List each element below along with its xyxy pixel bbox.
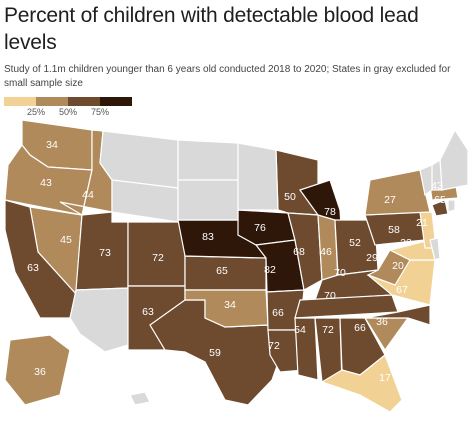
state-label-oh: 52 <box>349 237 361 249</box>
state-label-tn: 70 <box>324 290 336 302</box>
state-de <box>429 237 441 261</box>
state-ia <box>237 209 296 246</box>
state-label-il: 68 <box>293 246 305 258</box>
legend-tick-25: 25% <box>26 107 46 117</box>
state-label-co: 72 <box>152 252 164 264</box>
state-label-in: 46 <box>320 246 332 258</box>
state-label-ma: 43 <box>431 180 443 192</box>
state-label-id: 44 <box>82 189 94 201</box>
state-nd <box>177 139 239 181</box>
state-label-ga: 66 <box>354 322 366 334</box>
state-hi <box>129 391 151 406</box>
subtitle: Study of 1.1m children younger than 6 ye… <box>4 64 451 89</box>
state-label-wi: 50 <box>284 191 296 203</box>
state-ak <box>4 334 71 406</box>
state-label-ak: 36 <box>34 366 46 378</box>
state-fl <box>320 354 403 413</box>
us-map: 34 43 44 45 63 73 72 63 59 65 83 34 76 82 66 72 50 68 78 46… <box>4 119 469 413</box>
state-label-ar: 66 <box>272 307 284 319</box>
legend-tick-75: 75% <box>90 107 110 117</box>
state-ct <box>431 199 449 217</box>
state-label-ks: 65 <box>216 265 228 277</box>
state-label-mo: 82 <box>264 264 276 276</box>
state-ny <box>364 169 431 216</box>
state-label-nv: 45 <box>60 234 72 246</box>
state-label-nj: 21 <box>416 217 428 229</box>
legend-swatch-1 <box>4 97 36 106</box>
state-label-tx: 59 <box>209 347 221 359</box>
state-label-pa: 58 <box>388 224 400 236</box>
state-label-ky: 70 <box>334 267 346 279</box>
state-il <box>287 212 323 291</box>
state-label-ny: 27 <box>384 194 396 206</box>
state-label-ut: 73 <box>99 247 111 259</box>
state-ri <box>447 199 456 213</box>
legend-swatch-2 <box>36 97 68 106</box>
state-label-md: 23 <box>400 237 412 249</box>
state-label-wa: 34 <box>46 139 58 151</box>
state-label-la: 72 <box>268 340 280 352</box>
state-label-ms: 54 <box>294 324 306 336</box>
state-or <box>4 143 93 216</box>
state-label-nc: 67 <box>396 284 408 296</box>
state-label-ct: 65 <box>434 194 446 206</box>
state-nc <box>364 304 431 326</box>
state-label-mi: 78 <box>324 206 336 218</box>
state-mn <box>237 142 279 211</box>
state-label-sc: 36 <box>376 316 388 328</box>
state-vt <box>419 164 433 197</box>
state-label-ne: 83 <box>202 231 214 243</box>
state-az <box>69 287 129 353</box>
state-wy <box>111 179 179 223</box>
state-label-or: 43 <box>40 177 52 189</box>
legend-swatch-3 <box>68 97 100 106</box>
state-label-ca: 63 <box>27 262 39 274</box>
state-sd <box>177 179 239 221</box>
state-label-va: 20 <box>392 260 404 272</box>
legend-swatch-4 <box>100 97 132 106</box>
state-ok <box>184 289 269 328</box>
state-ms <box>294 317 319 381</box>
page-title: Percent of children with detectable bloo… <box>4 4 419 54</box>
state-label-fl: 17 <box>379 372 391 384</box>
legend-tick-50: 50% <box>58 107 78 117</box>
state-label-wv: 29 <box>366 252 378 264</box>
state-label-nm: 63 <box>142 306 154 318</box>
legend: 25% 50% 75% <box>4 97 144 119</box>
state-label-al: 72 <box>322 324 334 336</box>
state-label-ok: 34 <box>224 299 236 311</box>
state-me <box>439 128 469 191</box>
state-label-ia: 76 <box>254 222 266 234</box>
